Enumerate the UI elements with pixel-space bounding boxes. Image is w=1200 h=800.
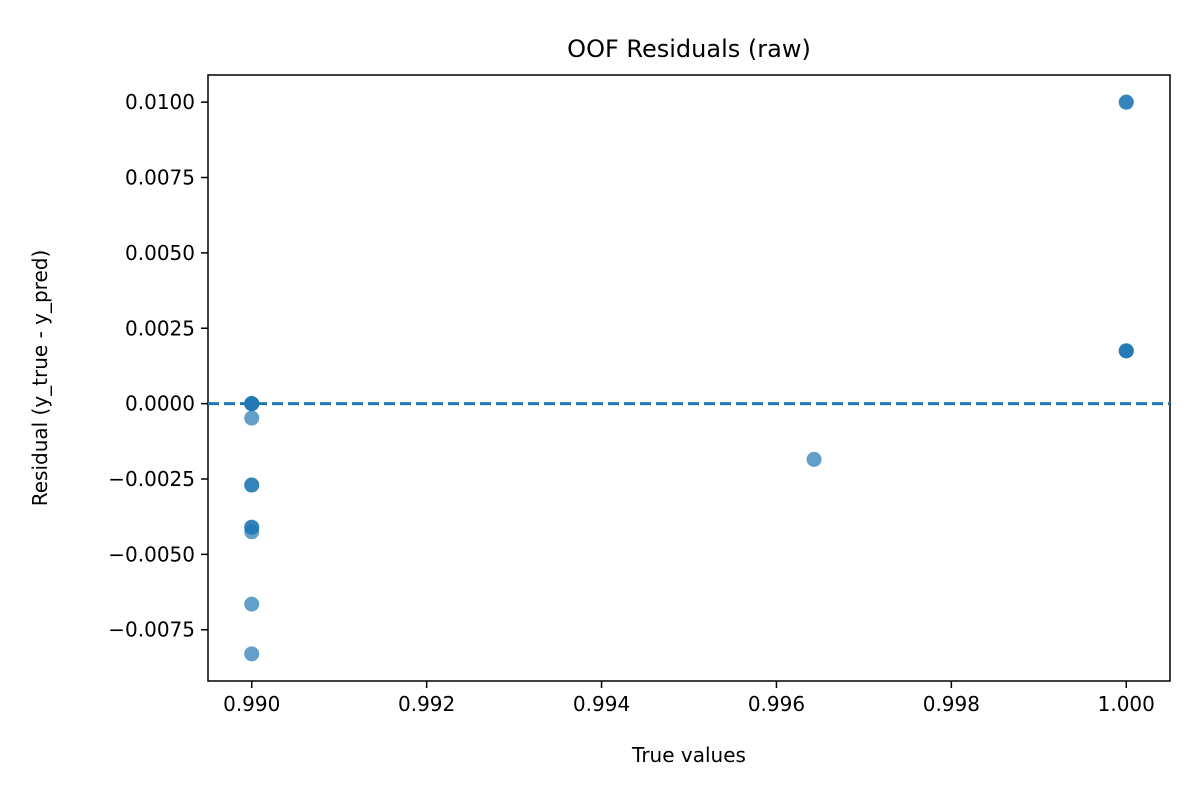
data-points — [244, 94, 1134, 662]
x-tick-label: 0.996 — [748, 692, 805, 716]
y-axis-ticks: −0.0075 −0.0050 −0.0025 0.0000 0.0025 0.0050 0… — [108, 90, 208, 642]
plot-frame — [207, 74, 1171, 682]
y-tick-label: 0.0025 — [125, 316, 195, 340]
data-point — [244, 410, 260, 426]
x-tick-label: 0.990 — [223, 692, 280, 716]
y-tick-label: −0.0075 — [108, 618, 195, 642]
chart-title: OOF Residuals (raw) — [567, 35, 811, 63]
data-point — [244, 396, 260, 412]
data-point — [244, 596, 260, 612]
plot-area — [207, 74, 1171, 682]
y-tick-label: 0.0100 — [125, 90, 195, 114]
data-point — [244, 477, 260, 493]
x-axis-label: True values — [631, 743, 746, 767]
x-tick-label: 0.992 — [398, 692, 455, 716]
data-point — [1118, 94, 1134, 110]
data-point — [1118, 343, 1134, 359]
x-tick-label: 1.000 — [1098, 692, 1155, 716]
y-tick-label: −0.0025 — [108, 467, 195, 491]
data-point — [244, 524, 260, 540]
data-point — [244, 646, 260, 662]
y-tick-label: 0.0000 — [125, 392, 195, 416]
x-axis-ticks: 0.990 0.992 0.994 0.996 0.998 1.000 — [223, 681, 1155, 716]
x-tick-label: 0.998 — [923, 692, 980, 716]
y-tick-label: 0.0050 — [125, 241, 195, 265]
y-tick-label: −0.0050 — [108, 542, 195, 566]
x-tick-label: 0.994 — [573, 692, 630, 716]
data-point — [806, 451, 822, 467]
y-tick-label: 0.0075 — [125, 166, 195, 190]
y-axis-label: Residual (y_true - y_pred) — [28, 250, 52, 507]
